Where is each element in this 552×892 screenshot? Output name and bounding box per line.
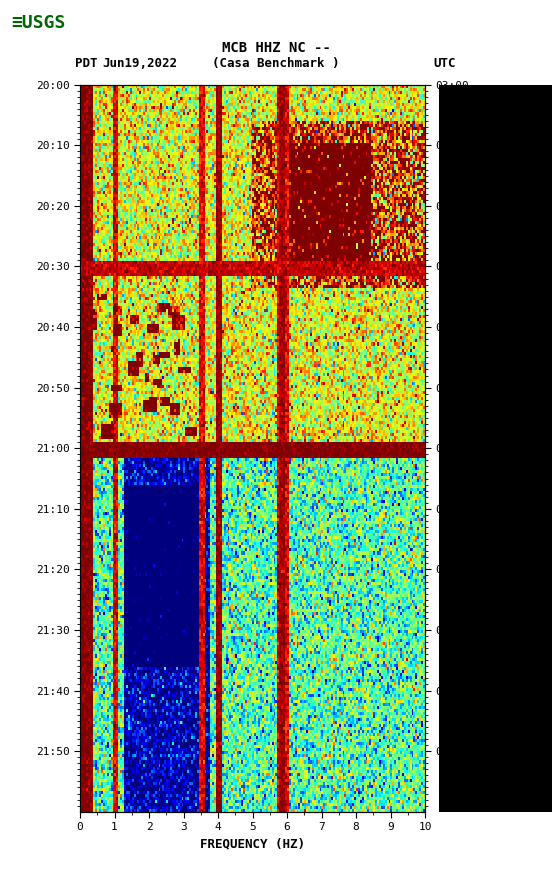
X-axis label: FREQUENCY (HZ): FREQUENCY (HZ) bbox=[200, 838, 305, 851]
Text: PDT: PDT bbox=[75, 56, 97, 70]
Text: MCB HHZ NC --: MCB HHZ NC -- bbox=[221, 41, 331, 55]
Text: ≡USGS: ≡USGS bbox=[11, 14, 66, 32]
Text: Jun19,2022: Jun19,2022 bbox=[102, 56, 177, 70]
Text: (Casa Benchmark ): (Casa Benchmark ) bbox=[213, 56, 339, 70]
Text: UTC: UTC bbox=[433, 56, 456, 70]
